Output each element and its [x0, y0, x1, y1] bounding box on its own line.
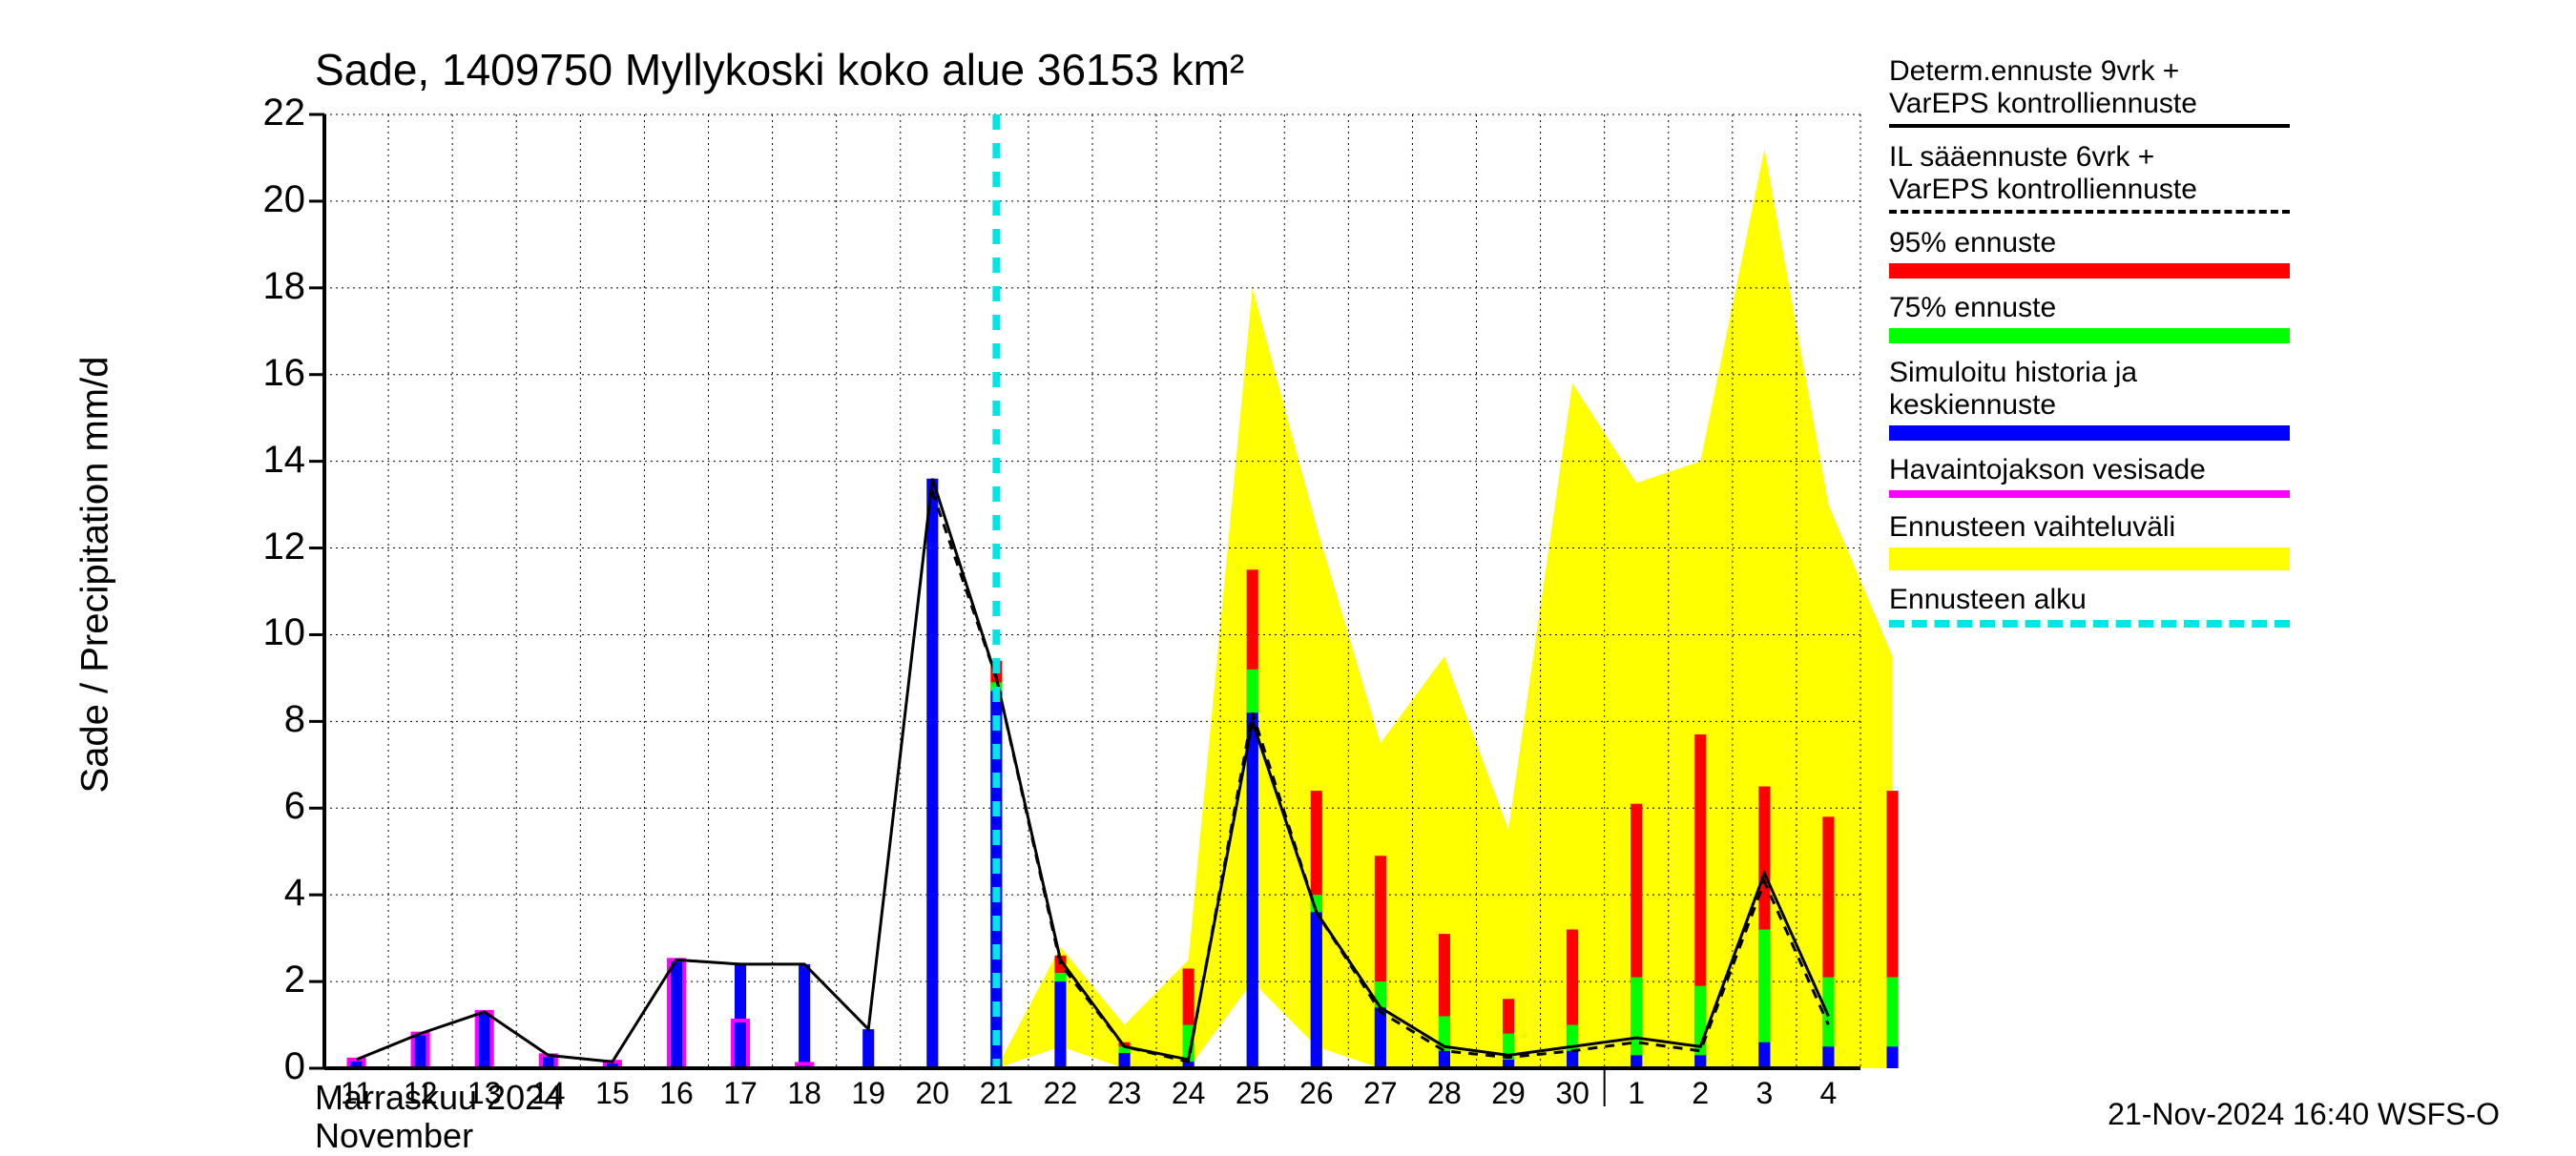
legend-swatch: [1889, 263, 2290, 279]
y-tick-label: 2: [219, 959, 305, 1001]
legend-swatch: [1889, 425, 2290, 441]
y-tick-label: 12: [219, 526, 305, 568]
y-tick-label: 22: [219, 92, 305, 134]
y-tick-label: 20: [219, 178, 305, 221]
bar-blue: [1567, 1051, 1578, 1068]
legend-entry: Determ.ennuste 9vrk +VarEPS kontrollienn…: [1889, 55, 2557, 128]
legend-swatch: [1889, 124, 2290, 128]
legend-entry: Ennusteen alku: [1889, 584, 2557, 628]
legend-entry: 95% ennuste: [1889, 227, 2557, 279]
month-label-fi: Marraskuu 2024: [315, 1078, 563, 1118]
x-tick-label: 2: [1672, 1076, 1729, 1111]
bar-blue: [479, 1012, 490, 1068]
x-tick-label: 25: [1224, 1076, 1281, 1111]
x-tick-label: 3: [1735, 1076, 1793, 1111]
bar-blue: [415, 1034, 426, 1068]
legend-label: VarEPS kontrolliennuste: [1889, 88, 2557, 120]
range-area: [996, 149, 1892, 1068]
bar-blue: [1694, 1055, 1706, 1068]
bar-blue: [1247, 712, 1258, 1068]
legend-label: 75% ennuste: [1889, 292, 2557, 324]
legend-swatch: [1889, 210, 2290, 214]
legend-swatch: [1889, 490, 2290, 498]
x-tick-label: 18: [776, 1076, 833, 1111]
y-tick-label: 14: [219, 439, 305, 482]
legend-label: Havaintojakson vesisade: [1889, 454, 2557, 486]
legend-entry: Simuloitu historia jakeskiennuste: [1889, 357, 2557, 441]
x-tick-label: 19: [840, 1076, 897, 1111]
bar-blue: [1758, 1042, 1770, 1068]
bar-blue: [1375, 1007, 1386, 1068]
bar-blue: [1054, 981, 1066, 1068]
bar-blue: [799, 964, 810, 1068]
legend-label: Ennusteen alku: [1889, 584, 2557, 616]
bar-blue: [735, 964, 746, 1068]
legend-label: keskiennuste: [1889, 389, 2557, 422]
bar-blue: [1887, 1046, 1899, 1068]
legend-swatch: [1889, 620, 2290, 628]
legend: Determ.ennuste 9vrk +VarEPS kontrollienn…: [1889, 55, 2557, 641]
legend-entry: Havaintojakson vesisade: [1889, 454, 2557, 498]
bar-blue: [543, 1055, 554, 1068]
x-tick-label: 26: [1288, 1076, 1345, 1111]
y-tick-label: 4: [219, 872, 305, 915]
x-tick-label: 24: [1160, 1076, 1217, 1111]
x-tick-label: 22: [1031, 1076, 1089, 1111]
legend-entry: 75% ennuste: [1889, 292, 2557, 343]
legend-label: Determ.ennuste 9vrk +: [1889, 55, 2557, 88]
x-tick-label: 21: [967, 1076, 1025, 1111]
x-tick-label: 1: [1608, 1076, 1665, 1111]
legend-swatch: [1889, 328, 2290, 343]
legend-swatch: [1889, 547, 2290, 570]
legend-label: 95% ennuste: [1889, 227, 2557, 259]
bar-blue: [926, 479, 938, 1068]
y-tick-label: 8: [219, 698, 305, 741]
x-tick-label: 16: [648, 1076, 705, 1111]
x-tick-label: 28: [1416, 1076, 1473, 1111]
legend-label: VarEPS kontrolliennuste: [1889, 174, 2557, 206]
footer-timestamp: 21-Nov-2024 16:40 WSFS-O: [2108, 1097, 2500, 1132]
y-tick-label: 16: [219, 352, 305, 395]
bar-blue: [1439, 1051, 1450, 1068]
x-tick-label: 23: [1096, 1076, 1153, 1111]
bar-blue: [1631, 1055, 1642, 1068]
bar-blue: [862, 1029, 874, 1068]
y-tick-label: 18: [219, 265, 305, 308]
precipitation-chart: Sade, 1409750 Myllykoski koko alue 36153…: [0, 0, 2576, 1145]
bar-blue: [1311, 912, 1322, 1068]
x-tick-label: 30: [1544, 1076, 1601, 1111]
x-tick-label: 20: [904, 1076, 961, 1111]
x-tick-label: 15: [584, 1076, 641, 1111]
y-tick-label: 6: [219, 785, 305, 828]
legend-label: IL sääennuste 6vrk +: [1889, 141, 2557, 174]
month-label-en: November: [315, 1116, 473, 1156]
bar-blue: [1822, 1046, 1834, 1068]
bar-blue: [1119, 1053, 1131, 1068]
y-tick-label: 0: [219, 1045, 305, 1088]
legend-entry: Ennusteen vaihteluväli: [1889, 511, 2557, 570]
x-tick-label: 27: [1352, 1076, 1409, 1111]
y-tick-label: 10: [219, 611, 305, 654]
bar-blue: [671, 960, 682, 1068]
x-tick-label: 29: [1480, 1076, 1537, 1111]
legend-label: Simuloitu historia ja: [1889, 357, 2557, 389]
x-tick-label: 4: [1799, 1076, 1857, 1111]
x-tick-label: 17: [712, 1076, 769, 1111]
legend-entry: IL sääennuste 6vrk + VarEPS kontrollienn…: [1889, 141, 2557, 214]
legend-label: Ennusteen vaihteluväli: [1889, 511, 2557, 544]
bar-green: [1631, 978, 1642, 1068]
